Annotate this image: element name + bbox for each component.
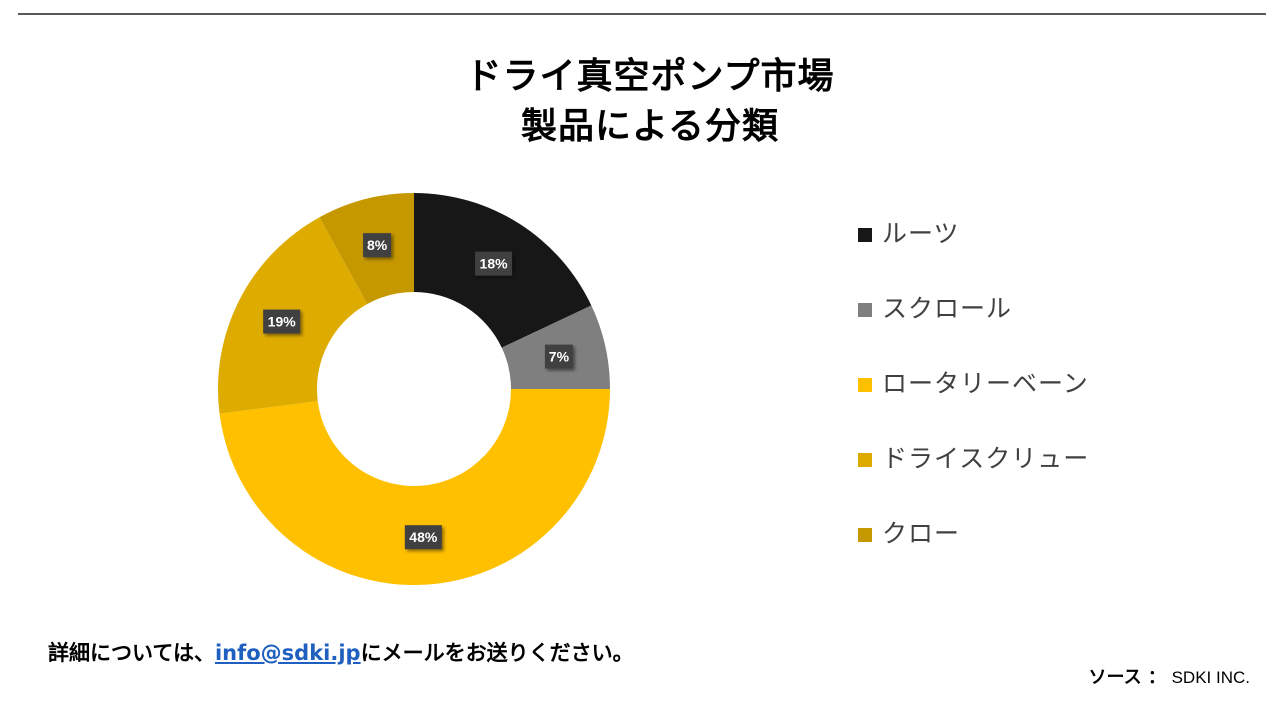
data-label-box	[544, 344, 573, 369]
legend-label: クロー	[882, 519, 961, 548]
legend-swatch	[858, 528, 872, 542]
legend-swatch	[858, 378, 872, 392]
legend-label: ルーツ	[882, 219, 960, 248]
data-label-text: 18%	[480, 256, 509, 272]
top-divider	[18, 13, 1266, 15]
data-label-roots: 18%	[475, 251, 513, 276]
data-label-text: 19%	[268, 314, 297, 330]
data-label-box	[475, 251, 513, 276]
source-label: ソース ：	[1088, 667, 1166, 688]
chart-title: ドライ真空ポンプ市場 製品による分類	[0, 52, 1280, 152]
contact-note-prefix: 詳細については、	[48, 641, 215, 665]
source-value: SDKI INC.	[1171, 668, 1250, 687]
data-label-scroll: 7%	[544, 344, 573, 369]
chart-title-line-1: ドライ真空ポンプ市場	[465, 56, 835, 97]
data-label-text: 8%	[367, 237, 388, 253]
data-label-rotary-vane: 48%	[404, 525, 442, 550]
legend-swatch	[858, 228, 872, 242]
data-label-box	[363, 233, 392, 258]
legend-label: スクロール	[882, 294, 1013, 323]
data-label-box	[404, 525, 442, 550]
legend-swatch	[858, 303, 872, 317]
slice-rotary-vane	[219, 389, 610, 585]
data-label-text: 7%	[549, 349, 570, 365]
data-label-text: 48%	[409, 529, 438, 545]
data-label-box	[263, 309, 301, 334]
chart-title-line-2: 製品による分類	[521, 106, 779, 147]
legend-label: ドライスクリュー	[882, 444, 1090, 473]
contact-note-suffix: にメールをお送りください。	[360, 641, 634, 665]
legend-label: ロータリーベーン	[882, 369, 1089, 398]
legend-swatch	[858, 453, 872, 467]
source-credit: ソース ： SDKI INC.	[1088, 664, 1250, 692]
data-label-dry-screw: 19%	[263, 309, 301, 334]
data-label-claw: 8%	[363, 233, 392, 258]
contact-note: 詳細については、info@sdki.jpにメールをお送りください。	[48, 636, 634, 670]
contact-email-link[interactable]: info@sdki.jp	[214, 641, 361, 665]
